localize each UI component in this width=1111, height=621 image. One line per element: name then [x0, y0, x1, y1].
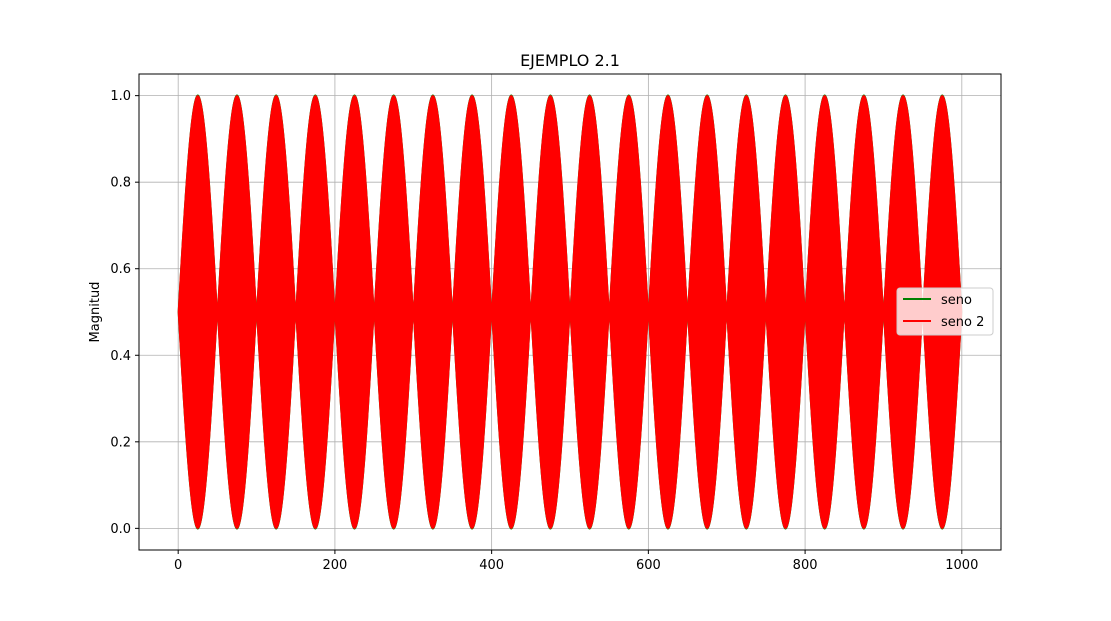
y-axis-title: Magnitud — [88, 282, 103, 343]
y-tick-label: 1.0 — [110, 89, 131, 104]
legend-label-seno-2: seno 2 — [941, 315, 984, 330]
legend-label-seno: seno — [941, 293, 972, 308]
x-tick-label: 200 — [322, 558, 347, 573]
y-tick-label: 0.6 — [110, 262, 131, 277]
x-tick-label: 1000 — [945, 558, 978, 573]
chart-title: EJEMPLO 2.1 — [520, 51, 620, 70]
y-tick-label: 0.2 — [110, 435, 131, 450]
y-tick-label: 0.4 — [110, 349, 131, 364]
legend: seno seno 2 — [896, 287, 994, 336]
x-tick-label: 400 — [479, 558, 504, 573]
y-tick-label: 0.0 — [110, 522, 131, 537]
ticks: 0 200 400 600 800 1000 0.0 0.2 0.4 0.6 0.8 1.0 — [110, 89, 978, 573]
x-tick-label: 800 — [793, 558, 818, 573]
axes-frame — [138, 73, 1002, 551]
x-tick-label: 0 — [174, 558, 182, 573]
y-tick-label: 0.8 — [110, 176, 131, 191]
x-tick-label: 600 — [636, 558, 661, 573]
